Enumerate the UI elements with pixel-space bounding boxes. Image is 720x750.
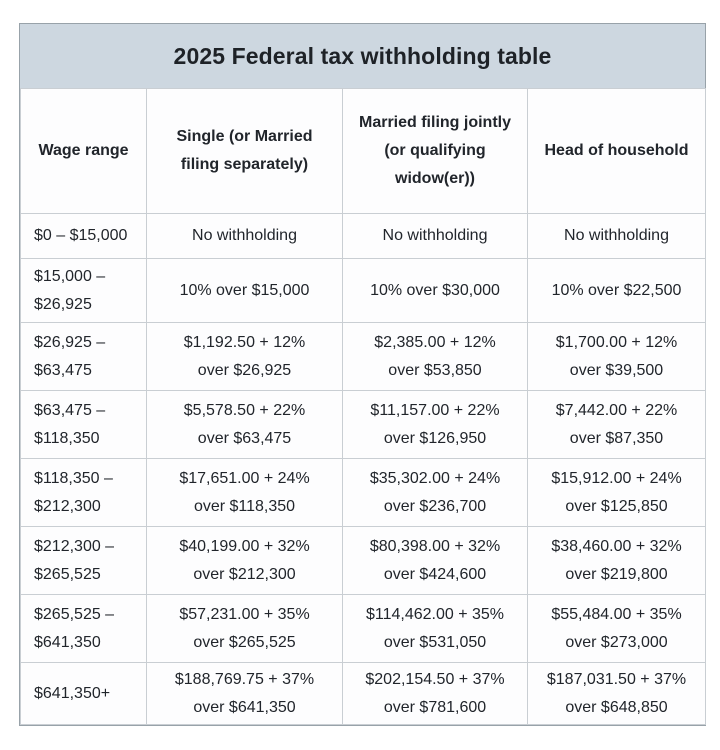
- cell-head-of-household: $1,700.00 + 12% over $39,500: [527, 322, 706, 391]
- header-row: Wage range Single (or Married filing sep…: [20, 88, 706, 214]
- cell-head-of-household: $187,031.50 + 37% over $648,850: [527, 662, 706, 725]
- cell-married-jointly: 10% over $30,000: [342, 258, 528, 323]
- cell-wage-range: $212,300 – $265,525: [20, 526, 147, 595]
- table-row: $265,525 – $641,350 $57,231.00 + 35% ove…: [20, 594, 706, 663]
- cell-single: $188,769.75 + 37% over $641,350: [146, 662, 343, 725]
- cell-single: $57,231.00 + 35% over $265,525: [146, 594, 343, 663]
- table-row: $15,000 – $26,925 10% over $15,000 10% o…: [20, 258, 706, 323]
- cell-single: $40,199.00 + 32% over $212,300: [146, 526, 343, 595]
- cell-wage-range: $63,475 – $118,350: [20, 390, 147, 459]
- column-header-married-jointly: Married filing jointly (or qualifying wi…: [342, 88, 528, 214]
- cell-single: No withholding: [146, 213, 343, 259]
- column-header-single: Single (or Married filing separately): [146, 88, 343, 214]
- column-header-wage-range: Wage range: [20, 88, 147, 214]
- cell-wage-range: $0 – $15,000: [20, 213, 147, 259]
- cell-single: $5,578.50 + 22% over $63,475: [146, 390, 343, 459]
- federal-tax-withholding-table: Wage range Single (or Married filing sep…: [20, 88, 706, 725]
- cell-married-jointly: No withholding: [342, 213, 528, 259]
- cell-head-of-household: $7,442.00 + 22% over $87,350: [527, 390, 706, 459]
- table-row: $118,350 – $212,300 $17,651.00 + 24% ove…: [20, 458, 706, 527]
- cell-head-of-household: $55,484.00 + 35% over $273,000: [527, 594, 706, 663]
- table-row: $641,350+ $188,769.75 + 37% over $641,35…: [20, 662, 706, 725]
- cell-married-jointly: $80,398.00 + 32% over $424,600: [342, 526, 528, 595]
- cell-wage-range: $118,350 – $212,300: [20, 458, 147, 527]
- cell-wage-range: $265,525 – $641,350: [20, 594, 147, 663]
- cell-wage-range: $641,350+: [20, 662, 147, 725]
- cell-head-of-household: 10% over $22,500: [527, 258, 706, 323]
- cell-single: $1,192.50 + 12% over $26,925: [146, 322, 343, 391]
- cell-single: $17,651.00 + 24% over $118,350: [146, 458, 343, 527]
- cell-married-jointly: $202,154.50 + 37% over $781,600: [342, 662, 528, 725]
- cell-single: 10% over $15,000: [146, 258, 343, 323]
- table-row: $212,300 – $265,525 $40,199.00 + 32% ove…: [20, 526, 706, 595]
- cell-head-of-household: $38,460.00 + 32% over $219,800: [527, 526, 706, 595]
- table-row: $63,475 – $118,350 $5,578.50 + 22% over …: [20, 390, 706, 459]
- cell-married-jointly: $114,462.00 + 35% over $531,050: [342, 594, 528, 663]
- table-title-bar: 2025 Federal tax withholding table: [20, 24, 705, 88]
- table-row: $26,925 – $63,475 $1,192.50 + 12% over $…: [20, 322, 706, 391]
- cell-married-jointly: $35,302.00 + 24% over $236,700: [342, 458, 528, 527]
- tax-table-card: 2025 Federal tax withholding table Wage …: [19, 23, 706, 726]
- cell-wage-range: $15,000 – $26,925: [20, 258, 147, 323]
- column-header-head-of-household: Head of household: [527, 88, 706, 214]
- cell-head-of-household: No withholding: [527, 213, 706, 259]
- cell-married-jointly: $11,157.00 + 22% over $126,950: [342, 390, 528, 459]
- cell-married-jointly: $2,385.00 + 12% over $53,850: [342, 322, 528, 391]
- page-title: 2025 Federal tax withholding table: [173, 42, 552, 69]
- cell-head-of-household: $15,912.00 + 24% over $125,850: [527, 458, 706, 527]
- cell-wage-range: $26,925 – $63,475: [20, 322, 147, 391]
- table-row: $0 – $15,000 No withholding No withholdi…: [20, 213, 706, 259]
